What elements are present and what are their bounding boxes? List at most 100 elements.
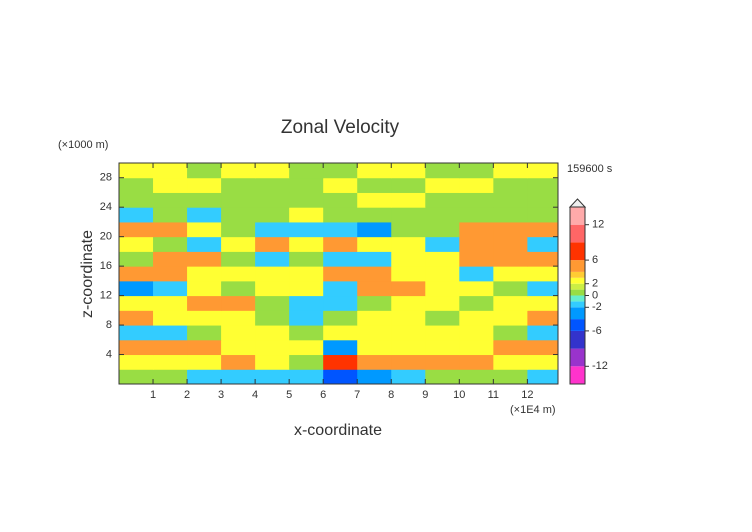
field-cell (119, 192, 154, 208)
field-cell (221, 354, 256, 370)
colorbar-segment (570, 348, 585, 367)
field-cell (527, 236, 558, 252)
field-cell (187, 280, 222, 297)
field-cell (425, 251, 460, 267)
colorbar-segment (570, 295, 585, 302)
field-cell (119, 163, 154, 179)
field-cell (425, 325, 460, 341)
x-tick-label: 3 (218, 389, 224, 401)
colorbar-segment (570, 283, 585, 290)
field-cell (493, 266, 528, 282)
field-cell (221, 339, 256, 356)
x-tick-label: 11 (488, 389, 499, 401)
field-cell (323, 192, 358, 208)
field-cell (255, 325, 290, 341)
field-cell (425, 280, 460, 297)
colorbar-segment (570, 319, 585, 331)
colorbar-tick-label: 12 (592, 219, 604, 231)
field-cell (289, 280, 324, 297)
field-cell (289, 192, 324, 208)
field-cell (459, 221, 494, 238)
field-cell (187, 192, 222, 208)
field-cell (493, 295, 528, 311)
colorbar-segment (570, 366, 585, 384)
colorbar-tick-label: 2 (592, 278, 598, 290)
colorbar-tick-label: 0 (592, 289, 598, 301)
field-cell (153, 295, 188, 311)
field-cell (493, 251, 528, 267)
field-cell (391, 221, 426, 238)
colorbar-segment (570, 242, 585, 261)
chart-title: Zonal Velocity (281, 117, 400, 138)
x-tick-label: 1 (150, 389, 156, 401)
field-cell (425, 266, 460, 282)
colorbar-tick-label: 6 (592, 254, 598, 266)
field-cell (289, 369, 324, 384)
colorbar-segment (570, 277, 585, 284)
field-cell (255, 192, 290, 208)
field-cell (527, 295, 558, 311)
field-cell (357, 236, 392, 252)
field-cell (527, 192, 558, 208)
field-cell (153, 207, 188, 223)
field-cell (323, 251, 358, 267)
x-tick-label: 4 (252, 389, 258, 401)
field-cell (493, 236, 528, 252)
field-cell (187, 369, 222, 384)
field-cell (119, 266, 154, 282)
colorbar-extension (568, 198, 587, 208)
field-cell (119, 280, 154, 297)
field-cell (221, 251, 256, 267)
field-cell (221, 207, 256, 223)
field-cell (153, 354, 188, 370)
field-cell (391, 280, 426, 297)
field-cell (153, 280, 188, 297)
field-cell (527, 177, 558, 193)
field-cell (119, 325, 154, 341)
field-cell (221, 369, 256, 384)
field-cell (153, 221, 188, 238)
field-cell (459, 295, 494, 311)
field-cell (391, 325, 426, 341)
field-cell (153, 192, 188, 208)
field-cell (323, 369, 358, 384)
field-cell (255, 354, 290, 370)
field-cell (119, 221, 154, 238)
field-cell (527, 251, 558, 267)
field-cell (357, 177, 392, 193)
x-tick-label: 9 (422, 389, 428, 401)
y-tick-label: 12 (100, 290, 112, 302)
field-cell (493, 207, 528, 223)
field-cell (527, 354, 558, 370)
field-cell (459, 369, 494, 384)
field-cell (221, 310, 256, 326)
colorbar-tick-label: -6 (592, 325, 602, 337)
field-cell (391, 266, 426, 282)
field-cell (357, 266, 392, 282)
field-cell (357, 310, 392, 326)
field-cell (425, 207, 460, 223)
colorbar-tick-label: -12 (592, 360, 608, 372)
field-cell (187, 251, 222, 267)
field-cell (119, 251, 154, 267)
field-cell (187, 163, 222, 179)
field-cell (255, 280, 290, 297)
field-cell (289, 207, 324, 223)
field-cell (459, 251, 494, 267)
field-cell (153, 339, 188, 356)
field-cell (119, 236, 154, 252)
field-cell (527, 221, 558, 238)
field-cell (357, 207, 392, 223)
field-cell (493, 325, 528, 341)
field-cell (289, 177, 324, 193)
field-cell (153, 369, 188, 384)
field-cell (527, 163, 558, 179)
field-cell (289, 354, 324, 370)
field-cell (323, 295, 358, 311)
colorbar-segment (570, 289, 585, 296)
colorbar-segment (570, 301, 585, 308)
field-cell (527, 339, 558, 356)
x-tick-label: 12 (521, 389, 533, 401)
y-tick-label: 24 (100, 201, 112, 213)
field-cell (187, 207, 222, 223)
